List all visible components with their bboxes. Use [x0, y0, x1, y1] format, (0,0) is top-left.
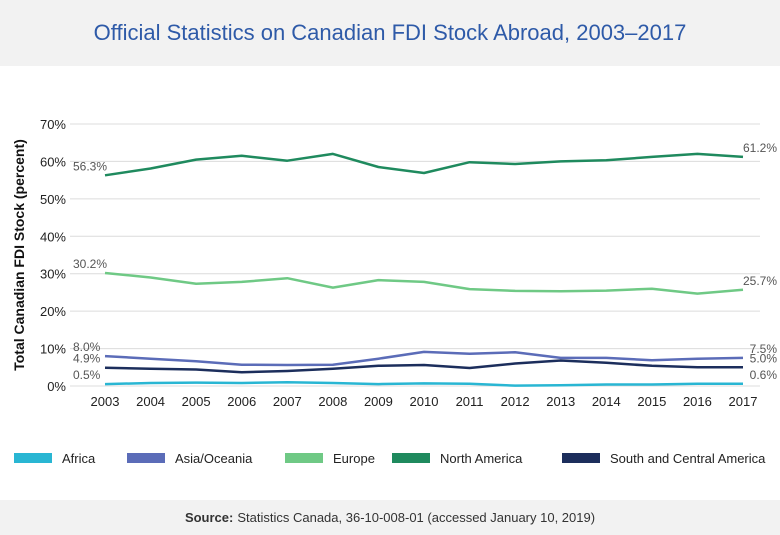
y-tick-label: 40%: [40, 229, 66, 244]
data-label-first: 4.9%: [73, 352, 101, 366]
series-line-south-and-central-america: [104, 359, 743, 374]
y-tick-label: 0%: [47, 379, 66, 394]
x-tick-label: 2011: [456, 394, 484, 409]
data-label-first: 8.0%: [73, 340, 101, 354]
legend-label: Africa: [62, 451, 96, 466]
series-line-europe: [104, 271, 744, 295]
y-tick-label: 20%: [40, 304, 66, 319]
x-tick-label: 2012: [501, 394, 530, 409]
data-label-last: 5.0%: [750, 351, 778, 365]
legend-swatch: [392, 453, 430, 463]
legend-swatch: [14, 453, 52, 463]
source-footer: Source: Statistics Canada, 36-10-008-01 …: [0, 500, 780, 535]
x-tick-label: 2010: [410, 394, 439, 409]
y-tick-label: 50%: [40, 192, 66, 207]
legend-label: South and Central America: [610, 451, 766, 466]
y-tick-label: 30%: [40, 267, 66, 282]
x-tick-label: 2006: [227, 394, 256, 409]
x-tick-label: 2015: [637, 394, 666, 409]
data-label-first: 0.5%: [73, 368, 101, 382]
line-chart: 0% 10% 20% 30% 40% 50% 60% 70% 2003 2004 2005 2006 2…: [11, 117, 778, 466]
x-tick-label: 2009: [364, 394, 393, 409]
legend-swatch: [285, 453, 323, 463]
data-label-last: 25.7%: [743, 274, 777, 288]
x-tick-label: 2013: [546, 394, 575, 409]
x-tick-label: 2014: [592, 394, 621, 409]
y-axis-label: Total Canadian FDI Stock (percent): [11, 139, 27, 371]
series-line-asia-oceania: [104, 350, 744, 367]
data-label-first: 30.2%: [73, 257, 107, 271]
x-tick-label: 2003: [91, 394, 120, 409]
data-label-last: 61.2%: [743, 141, 777, 155]
x-tick-label: 2007: [273, 394, 302, 409]
legend-swatch: [127, 453, 165, 463]
x-tick-label: 2004: [136, 394, 165, 409]
y-tick-label: 10%: [40, 342, 66, 357]
source-text: Statistics Canada, 36-10-008-01 (accesse…: [237, 510, 596, 525]
series-line-north-america: [104, 152, 744, 177]
x-tick-label: 2016: [683, 394, 712, 409]
x-tick-label: 2005: [182, 394, 211, 409]
legend-label: North America: [440, 451, 523, 466]
data-label-last: 0.6%: [750, 368, 778, 382]
data-label-first: 56.3%: [73, 159, 107, 173]
data-label-last: 7.5%: [750, 342, 778, 356]
series-line-africa: [104, 381, 743, 387]
y-tick-label: 70%: [40, 117, 66, 132]
legend-swatch: [562, 453, 600, 463]
source-label: Source:: [184, 510, 234, 525]
y-tick-label: 60%: [40, 154, 66, 169]
title-band: Official Statistics on Canadian FDI Stoc…: [0, 0, 780, 66]
x-tick-label: 2017: [729, 394, 758, 409]
x-tick-label: 2008: [318, 394, 347, 409]
legend-label: Europe: [333, 451, 375, 466]
chart-title: Official Statistics on Canadian FDI Stoc…: [93, 20, 687, 45]
legend-label: Asia/Oceania: [175, 451, 253, 466]
